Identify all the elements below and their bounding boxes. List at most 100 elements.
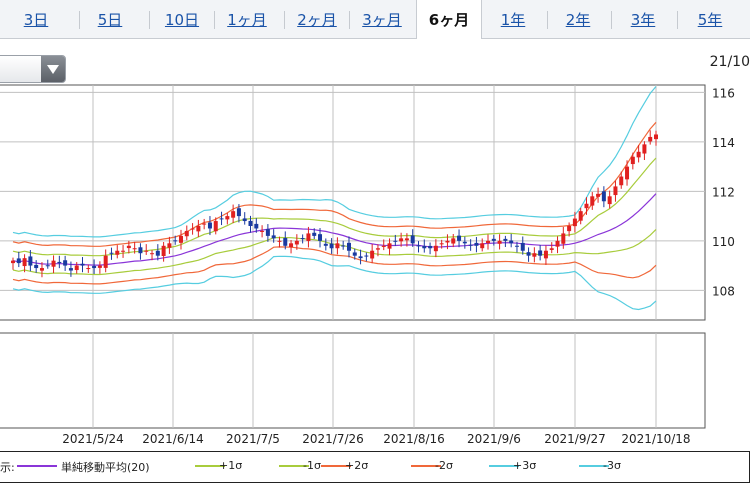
candle-body	[207, 222, 212, 229]
candle-body	[404, 238, 409, 241]
candle-body	[283, 237, 288, 246]
candle-body	[213, 221, 218, 232]
candlestick-chart: 116 114 112 110 108 2021/5/24 2021/6/14 2021/7/…	[0, 84, 735, 446]
volume-panel-frame	[0, 332, 706, 429]
tab-10[interactable]: 5年	[697, 10, 723, 29]
candle-body	[642, 144, 647, 154]
candle-body	[178, 235, 183, 243]
candle-body	[375, 248, 380, 250]
legend-swatch	[489, 465, 519, 467]
tab-2[interactable]: 10日	[164, 10, 200, 29]
minus-1-sigma-line	[12, 228, 657, 276]
tab-separator	[149, 11, 150, 29]
tab-3[interactable]: 1ヶ月	[227, 10, 267, 29]
tab-8[interactable]: 2年	[565, 10, 591, 29]
candle-body	[445, 240, 450, 243]
candle-body	[451, 238, 456, 244]
y-tick-label: 108	[712, 284, 735, 298]
candle-body	[39, 268, 44, 271]
candle-body	[648, 136, 653, 142]
candle-body	[173, 240, 178, 242]
minus-2-sigma-line	[12, 246, 657, 285]
candle-body	[630, 156, 635, 165]
candle-body	[596, 193, 601, 197]
candle-body	[74, 265, 79, 271]
tab-9[interactable]: 3年	[630, 10, 656, 29]
candle-body	[115, 250, 120, 255]
tab-0[interactable]: 3日	[23, 10, 49, 29]
candle-body	[474, 242, 479, 246]
candle-body	[561, 233, 566, 244]
candle-body	[619, 176, 624, 186]
candle-body	[312, 232, 317, 236]
candle-body	[364, 255, 369, 257]
legend-label: +1σ	[219, 459, 243, 472]
chart-type-dropdown[interactable]	[0, 55, 66, 83]
candle-body	[167, 243, 172, 248]
candle-body	[422, 245, 427, 249]
candle-body	[225, 216, 230, 220]
tab-6[interactable]: 6ヶ月	[416, 0, 482, 39]
tab-7[interactable]: 1年	[500, 10, 526, 29]
candle-body	[341, 245, 346, 247]
candle-body	[526, 252, 531, 256]
x-tick-label: 2021/10/18	[621, 432, 690, 446]
tab-separator	[677, 11, 678, 29]
x-tick-label: 2021/6/14	[142, 432, 204, 446]
legend-prefix: 表示:	[0, 461, 15, 474]
candle-body	[68, 268, 73, 271]
tab-separator	[79, 11, 80, 29]
candle-body	[416, 245, 421, 247]
candle-body	[346, 242, 351, 251]
x-tick-label: 2021/7/5	[226, 432, 280, 446]
candle-body	[335, 243, 340, 249]
candle-body	[370, 250, 375, 259]
candle-body	[161, 245, 166, 257]
candle-body	[358, 256, 363, 259]
candle-body	[248, 220, 253, 226]
period-tab-bar: 3日 5日 10日 1ヶ月 2ヶ月 3ヶ月 6ヶ月 1年 2年 3年 5年	[0, 0, 750, 39]
tab-separator	[284, 11, 285, 29]
tab-5[interactable]: 3ヶ月	[362, 10, 402, 29]
y-tick-label: 110	[712, 235, 735, 249]
candle-body	[271, 235, 276, 239]
candle-body	[121, 250, 126, 252]
candle-body	[497, 240, 502, 244]
candle-body	[549, 248, 554, 250]
candle-body	[636, 151, 641, 158]
x-tick-label: 2021/7/26	[302, 432, 364, 446]
candle-body	[126, 245, 131, 249]
legend-label: 単純移動平均(20)	[61, 461, 150, 474]
candle-body	[196, 226, 201, 232]
plus-2-sigma-line	[12, 121, 657, 247]
candle-body	[242, 218, 247, 222]
legend-label: -2σ	[435, 459, 453, 472]
x-tick-label: 2021/5/24	[62, 432, 124, 446]
candle-body	[57, 261, 62, 264]
candle-body	[103, 255, 108, 268]
legend-label: +3σ	[513, 459, 537, 472]
candle-body	[491, 238, 496, 241]
candle-body	[433, 245, 438, 252]
candle-body	[97, 265, 102, 268]
candle-body	[150, 253, 155, 255]
candle-body	[265, 229, 270, 236]
tab-4[interactable]: 2ヶ月	[297, 10, 337, 29]
candle-body	[439, 243, 444, 245]
y-tick-label: 112	[712, 185, 735, 199]
candle-body	[381, 245, 386, 247]
candle-body	[92, 265, 97, 269]
tab-1[interactable]: 5日	[97, 10, 123, 29]
candle-body	[155, 250, 160, 256]
dropdown-toggle-button[interactable]	[41, 56, 65, 82]
y-tick-label: 114	[712, 136, 735, 150]
candle-body	[625, 166, 630, 180]
candle-body	[457, 235, 462, 241]
tab-separator	[547, 11, 548, 29]
candle-body	[486, 240, 491, 244]
candle-body	[462, 241, 467, 244]
candle-body	[468, 244, 473, 246]
candle-body	[428, 245, 433, 249]
legend-label: -1σ	[303, 459, 321, 472]
legend-swatch	[579, 465, 609, 467]
